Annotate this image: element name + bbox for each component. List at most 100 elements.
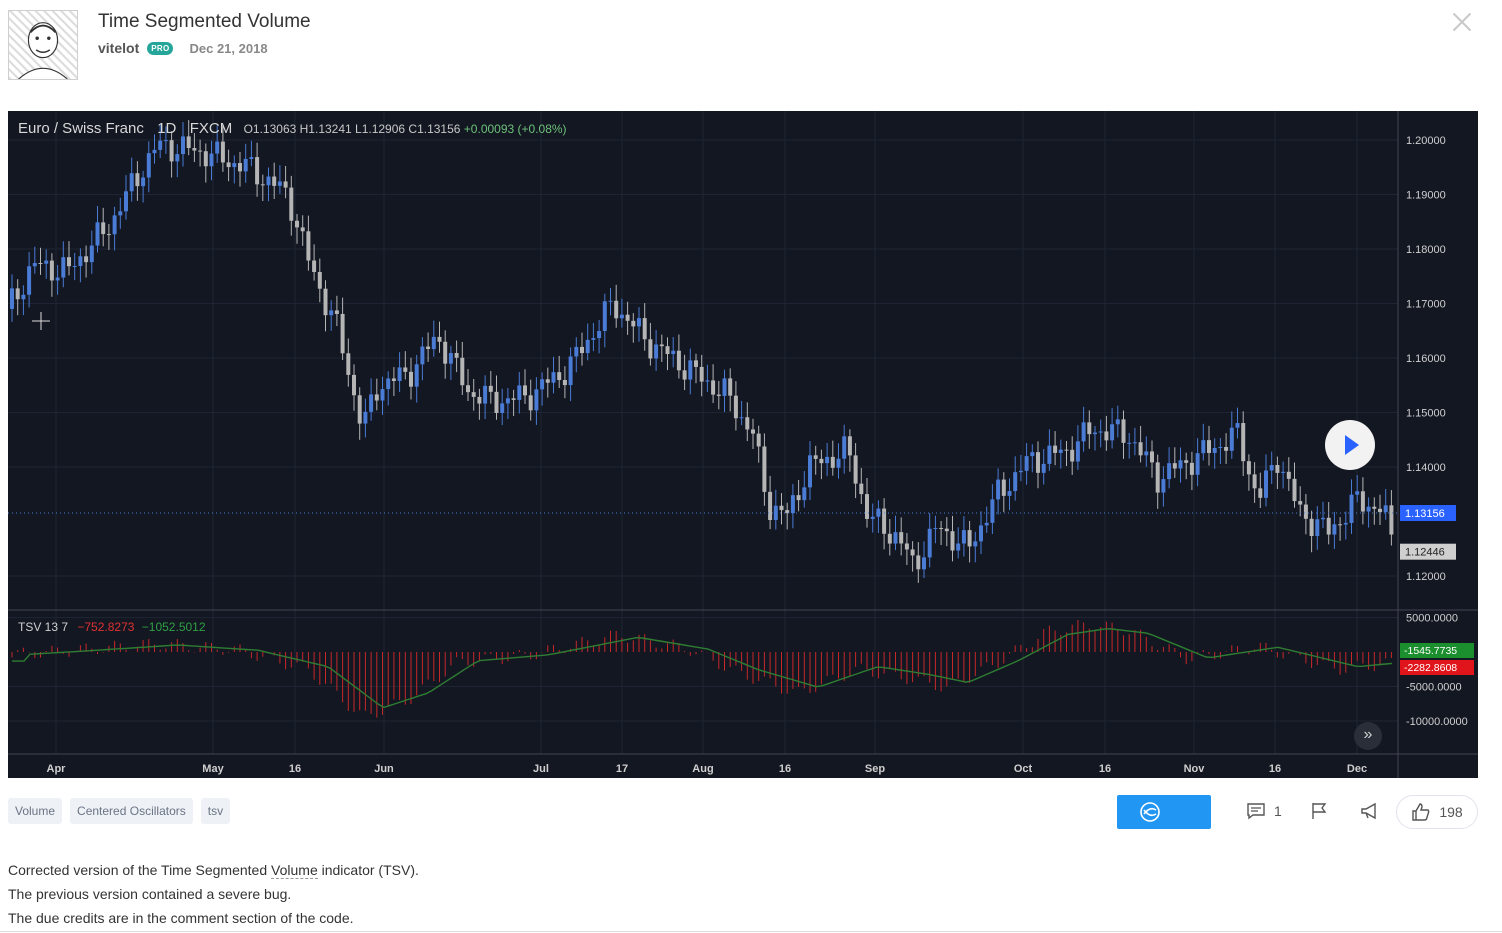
- candle-body: [944, 528, 949, 532]
- candle-body: [1383, 505, 1388, 513]
- candle-body: [215, 141, 220, 154]
- candle-body: [637, 318, 641, 327]
- candle-body: [967, 530, 972, 547]
- like-button[interactable]: 198: [1396, 795, 1478, 829]
- time-axis-label: Oct: [1014, 763, 1033, 775]
- candle-body: [853, 455, 858, 484]
- tag-tsv[interactable]: tsv: [200, 798, 231, 824]
- candle-body: [534, 389, 539, 411]
- play-icon[interactable]: [1325, 420, 1375, 470]
- candle-body: [44, 260, 49, 264]
- candle-body: [1201, 440, 1206, 454]
- candle-body: [397, 367, 402, 381]
- candle-body: [722, 378, 727, 396]
- candle-body: [865, 494, 869, 519]
- candle-body: [1332, 524, 1337, 535]
- candle-body: [984, 522, 989, 526]
- tag-volume[interactable]: Volume: [8, 798, 63, 824]
- time-axis-label: 16: [779, 763, 791, 775]
- candle-body: [466, 385, 470, 393]
- candle-body: [1093, 432, 1097, 435]
- candle-body: [67, 257, 71, 267]
- candle-body: [1104, 431, 1109, 441]
- candle-body: [1372, 506, 1377, 509]
- candle-body: [158, 140, 163, 150]
- candle-body: [762, 446, 767, 492]
- boost-icon: [1140, 802, 1160, 822]
- candle-body: [893, 532, 898, 544]
- osc-badge-red: [1400, 660, 1474, 675]
- time-axis-label: Nov: [1184, 763, 1206, 775]
- candle-body: [306, 231, 311, 261]
- chart-canvas[interactable]: 1.20000 1.19000 1.18000 1.17000 1.16000 1.150…: [8, 111, 1478, 778]
- candle-body: [642, 318, 647, 340]
- candle-body: [15, 288, 20, 300]
- candle-body: [21, 294, 26, 300]
- candle-body: [27, 266, 32, 295]
- comments-button[interactable]: 1: [1246, 802, 1282, 820]
- candle-body: [950, 531, 955, 551]
- candle-body: [1132, 442, 1137, 444]
- candle-body: [1355, 491, 1360, 495]
- candle-body: [591, 338, 596, 340]
- candle-body: [118, 211, 123, 216]
- volume-link[interactable]: Volume: [271, 862, 318, 879]
- boost-button[interactable]: [1117, 795, 1211, 829]
- candle-body: [209, 153, 214, 167]
- candle-body: [705, 380, 710, 382]
- price-axis-label: 1.12000: [1406, 571, 1446, 583]
- tag-list: Volume Centered Oscillators tsv: [8, 798, 231, 824]
- candle-body: [192, 148, 197, 151]
- candle-body: [557, 372, 562, 381]
- indicator-value-1: −752.8273: [77, 620, 135, 634]
- osc-axis-label: -5000.0000: [1406, 681, 1462, 693]
- scroll-to-realtime-icon[interactable]: »: [1354, 722, 1382, 750]
- candle-body: [1064, 449, 1069, 451]
- candle-body: [602, 301, 607, 332]
- candle-body: [1309, 518, 1314, 537]
- candle-body: [614, 300, 619, 319]
- comment-icon: [1247, 803, 1265, 820]
- description-line-2: The previous version contained a severe …: [8, 886, 292, 902]
- candle-body: [733, 395, 738, 419]
- publish-date: Dec 21, 2018: [189, 40, 268, 56]
- share-button[interactable]: [1360, 802, 1380, 820]
- candle-body: [745, 417, 750, 430]
- candle-body: [352, 374, 356, 396]
- price-axis-label: 1.14000: [1406, 462, 1446, 474]
- candle-body: [1167, 463, 1172, 480]
- candle-body: [859, 483, 864, 495]
- candle-body: [1235, 423, 1240, 428]
- author-name[interactable]: vitelot: [98, 40, 140, 56]
- close-icon[interactable]: [1450, 10, 1474, 34]
- candle-body: [152, 149, 157, 154]
- candle-body: [1184, 460, 1189, 463]
- candle-body: [84, 256, 89, 263]
- candle-body: [716, 394, 721, 396]
- candle-body: [243, 158, 248, 172]
- candle-body: [808, 455, 812, 488]
- candle-body: [129, 173, 134, 192]
- candle-body: [135, 173, 140, 187]
- candle-body: [517, 385, 522, 400]
- candle-body: [260, 184, 265, 186]
- candle-body: [979, 525, 983, 542]
- tag-centered-oscillators[interactable]: Centered Oscillators: [70, 798, 193, 824]
- price-chart[interactable]: 1.20000 1.19000 1.18000 1.17000 1.16000 1.150…: [8, 111, 1478, 778]
- candle-body: [454, 352, 459, 358]
- candle-body: [283, 181, 288, 188]
- report-button[interactable]: [1310, 802, 1328, 820]
- author-avatar[interactable]: [8, 10, 78, 80]
- candle-body: [175, 154, 180, 162]
- candle-body: [101, 222, 106, 235]
- candle-body: [1138, 442, 1143, 456]
- candle-body: [927, 528, 932, 558]
- candle-body: [1001, 479, 1006, 496]
- candle-body: [380, 389, 385, 401]
- candle-body: [608, 300, 613, 302]
- candle-body: [876, 508, 881, 517]
- candle-body: [694, 360, 698, 367]
- candle-body: [1018, 470, 1023, 473]
- candle-body: [181, 136, 185, 155]
